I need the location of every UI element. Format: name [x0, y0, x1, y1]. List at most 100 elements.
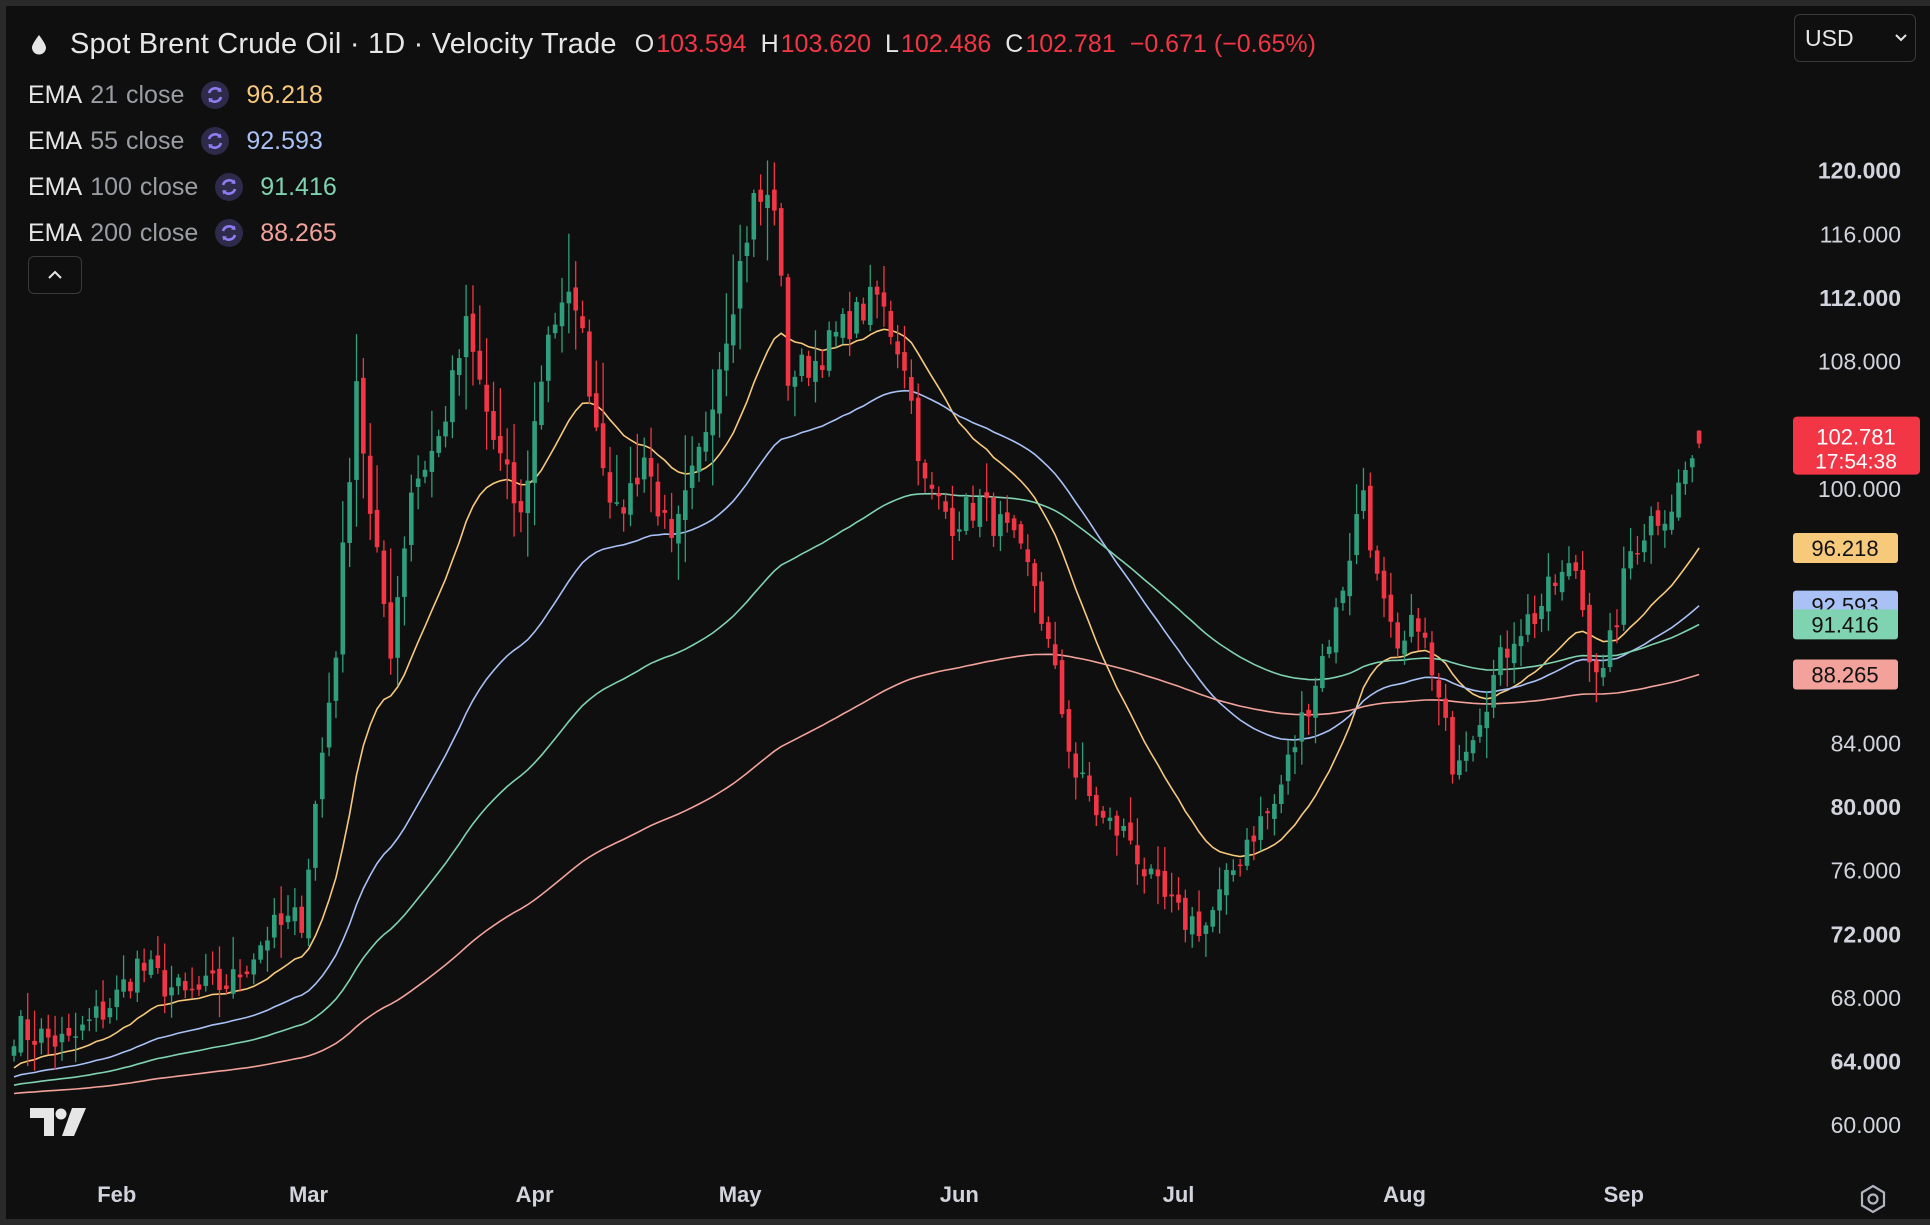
- candle: [504, 428, 510, 500]
- collapse-legend-button[interactable]: [28, 256, 82, 294]
- ema-55-value: 92.593: [246, 126, 323, 155]
- candle: [614, 454, 620, 507]
- candle: [539, 365, 544, 430]
- candle: [196, 975, 202, 996]
- ema-21-line: [13, 328, 1700, 1069]
- candle: [854, 296, 859, 339]
- candle: [648, 427, 654, 513]
- candle: [1368, 472, 1373, 558]
- candle: [820, 350, 825, 379]
- candle: [1689, 455, 1695, 483]
- candle: [1477, 708, 1483, 743]
- candle: [1183, 889, 1188, 943]
- price-chart[interactable]: 60.000 64.000 68.000 72.000 76.000 80.000 84.0…: [6, 6, 1930, 1219]
- candle: [902, 325, 907, 389]
- indicator-ema-55[interactable]: EMA 55 close 92.593: [28, 126, 323, 156]
- candle: [1059, 649, 1065, 718]
- candle: [1415, 608, 1421, 651]
- price-axis[interactable]: 60.000 64.000 68.000 72.000 76.000 80.000 84.0…: [1818, 158, 1901, 1139]
- candle: [826, 321, 832, 377]
- tradingview-logo-icon[interactable]: [28, 1106, 90, 1138]
- candles: [11, 160, 1702, 1071]
- currency-label: USD: [1805, 24, 1854, 51]
- candle: [244, 965, 250, 978]
- y-tick-label: 84.000: [1831, 730, 1901, 756]
- candle: [1340, 586, 1346, 611]
- candle: [224, 974, 229, 994]
- ohlc-low: L102.486: [885, 29, 992, 58]
- candle: [1463, 731, 1469, 772]
- candle: [929, 471, 935, 500]
- symbol-title[interactable]: Spot Brent Crude Oil · 1D · Velocity Tra…: [70, 27, 617, 60]
- candle: [25, 992, 30, 1067]
- candle: [922, 459, 928, 493]
- ema-21-value: 96.218: [246, 80, 323, 109]
- candle: [607, 446, 613, 519]
- candle: [1128, 797, 1133, 845]
- indicator-ema-100[interactable]: EMA 100 close 91.416: [28, 172, 337, 202]
- candle: [319, 737, 325, 818]
- candle: [991, 492, 996, 547]
- candle: [1532, 595, 1537, 639]
- candle: [169, 965, 174, 1018]
- candle: [1224, 863, 1229, 915]
- candle: [984, 463, 989, 522]
- candle: [415, 455, 421, 510]
- candle: [703, 411, 709, 462]
- candle: [1580, 551, 1585, 617]
- candle: [730, 254, 736, 364]
- svg-text:96.218: 96.218: [1811, 536, 1878, 561]
- candle: [669, 492, 674, 553]
- indicator-ema-21[interactable]: EMA 21 close 96.218: [28, 80, 323, 110]
- candle: [443, 405, 448, 448]
- candle: [1052, 621, 1058, 669]
- currency-select[interactable]: USD: [1794, 14, 1916, 62]
- ema-200-value: 88.265: [260, 218, 337, 247]
- candle: [251, 953, 257, 985]
- candle: [676, 505, 681, 580]
- candle: [717, 351, 722, 438]
- refresh-icon[interactable]: [214, 218, 244, 248]
- candle: [217, 946, 222, 1018]
- candle: [1648, 506, 1654, 564]
- settings-hexagon-icon[interactable]: [1858, 1184, 1888, 1214]
- candle: [1258, 796, 1263, 852]
- candle: [299, 895, 304, 938]
- candle: [1600, 654, 1606, 687]
- candle: [573, 261, 578, 350]
- candle: [87, 1007, 92, 1032]
- candle: [772, 162, 777, 226]
- candle: [1594, 653, 1599, 703]
- candle: [970, 485, 976, 529]
- candle: [354, 334, 359, 527]
- candle: [546, 326, 551, 403]
- candle: [1573, 554, 1579, 579]
- ohlc-high: H103.620: [760, 29, 872, 58]
- refresh-icon[interactable]: [214, 172, 244, 202]
- candle: [1450, 711, 1455, 784]
- candle: [203, 953, 209, 992]
- candle: [1073, 742, 1079, 800]
- candle: [1203, 922, 1209, 957]
- candle: [1374, 545, 1380, 581]
- candle: [1272, 794, 1277, 836]
- indicator-ema-200[interactable]: EMA 200 close 88.265: [28, 218, 337, 248]
- candle: [1552, 574, 1558, 595]
- candle: [1162, 847, 1168, 910]
- candle: [833, 321, 839, 348]
- candle: [340, 501, 346, 673]
- x-tick-label: Jun: [940, 1182, 979, 1207]
- time-axis[interactable]: Feb Mar Apr May Jun Jul Aug Sep: [97, 1182, 1644, 1207]
- candle: [381, 540, 387, 618]
- candle: [696, 442, 702, 482]
- refresh-icon[interactable]: [200, 80, 230, 110]
- refresh-icon[interactable]: [200, 126, 230, 156]
- candle: [1429, 631, 1435, 691]
- candle: [977, 488, 983, 538]
- candle: [600, 362, 606, 476]
- chart-window[interactable]: 60.000 64.000 68.000 72.000 76.000 80.000 84.0…: [6, 6, 1930, 1219]
- candle: [724, 293, 729, 397]
- candle: [347, 457, 352, 568]
